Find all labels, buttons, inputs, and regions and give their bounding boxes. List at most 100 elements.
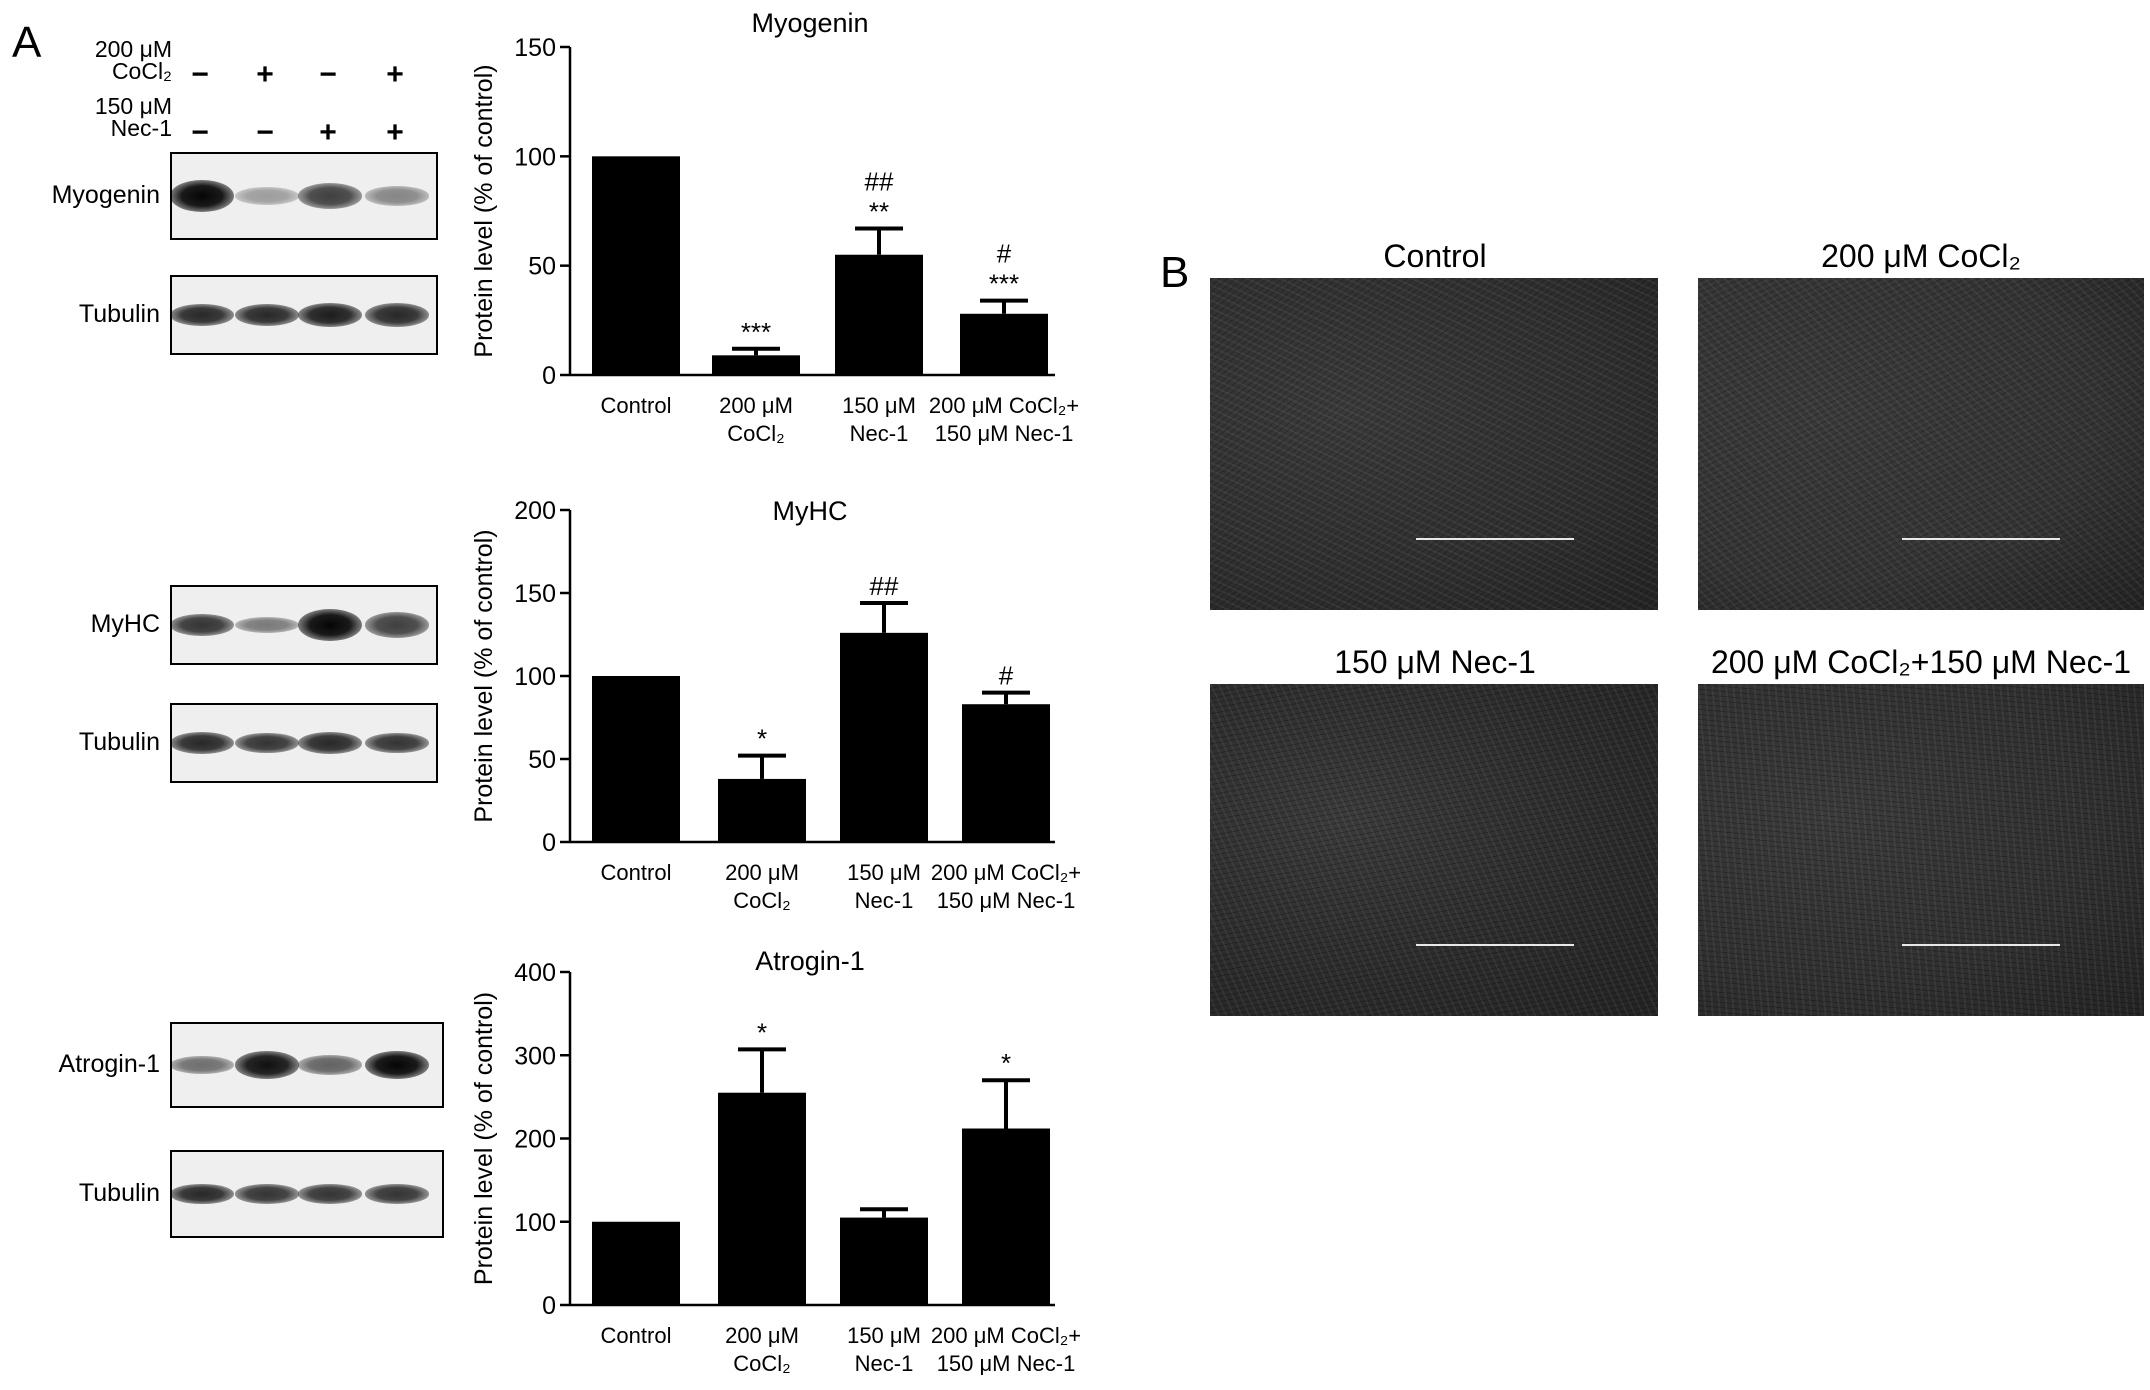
micrograph	[1210, 684, 1658, 1016]
bar-charts: Myogenin 0 50 100 150 Protein level (% of con…	[470, 8, 1081, 1376]
category-label: Nec-1	[855, 888, 914, 913]
blot-band	[365, 612, 429, 638]
y-tick-label: 0	[542, 362, 556, 390]
bar	[592, 676, 680, 842]
y-tick-label: 150	[514, 34, 556, 62]
treatment-sign: −	[319, 58, 337, 91]
micrograph	[1698, 278, 2144, 610]
blot-band	[172, 1056, 234, 1074]
bar	[835, 254, 923, 375]
y-tick-label: 200	[514, 497, 556, 525]
bar	[840, 1217, 928, 1305]
significance-mark: #	[997, 239, 1012, 269]
blot-label: Atrogin-1	[58, 1050, 160, 1078]
treatment-label: 200 μM CoCl₂	[40, 36, 172, 84]
category-label: 150 μM	[847, 1323, 921, 1348]
panel-a-letter: A	[12, 18, 42, 67]
blot-band	[298, 1184, 362, 1204]
blot-label: Tubulin	[78, 300, 160, 328]
micrograph	[1210, 278, 1658, 610]
treatment-sign: +	[319, 116, 337, 149]
y-tick-label: 200	[514, 1126, 556, 1154]
blot-box	[170, 703, 438, 783]
micrograph-title: Control	[1383, 238, 1487, 274]
category-label: CoCl₂	[733, 1351, 790, 1376]
blot-band	[235, 732, 299, 754]
treatment-agent: CoCl₂	[111, 58, 172, 84]
blot-band	[172, 731, 234, 755]
scale-bar	[1902, 944, 2060, 946]
blot-box	[170, 585, 438, 665]
blot-band	[365, 303, 429, 327]
blot-band	[298, 183, 362, 209]
category-label: 200 μM	[725, 860, 799, 885]
bar	[592, 156, 680, 375]
blot-band	[235, 617, 299, 633]
bar	[712, 355, 800, 375]
significance-mark: *	[757, 1017, 767, 1047]
treatment-sign: −	[191, 58, 209, 91]
treatment-dose: 200 μM	[94, 36, 172, 62]
significance-mark: *	[757, 724, 767, 754]
blot-box	[170, 1150, 444, 1238]
y-axis-label: Protein level (% of control)	[470, 64, 498, 357]
chart-title: MyHC	[773, 496, 848, 526]
blot-band	[172, 613, 234, 637]
significance-mark: #	[999, 661, 1014, 691]
y-tick-label: 0	[542, 1292, 556, 1320]
y-tick-label: 100	[514, 663, 556, 691]
category-label: 200 μM CoCl₂+	[931, 860, 1081, 885]
category-label: 200 μM CoCl₂+	[931, 1323, 1081, 1348]
y-tick-label: 50	[528, 746, 556, 774]
category-label: 150 μM	[842, 393, 916, 418]
category-label: 150 μM Nec-1	[935, 421, 1074, 446]
blot-band	[298, 609, 362, 641]
category-label: Nec-1	[850, 421, 909, 446]
treatment-dose: 150 μM	[94, 93, 172, 119]
blot-band	[365, 1184, 429, 1204]
category-label: 150 μM Nec-1	[937, 888, 1076, 913]
significance-mark: ***	[989, 269, 1019, 299]
category-label: 150 μM Nec-1	[937, 1351, 1076, 1376]
category-label: 150 μM	[847, 860, 921, 885]
blot-label: Tubulin	[78, 728, 160, 756]
significance-mark: ##	[865, 166, 894, 196]
micrograph-title: 200 μM CoCl₂+150 μM Nec-1	[1710, 644, 2132, 680]
significance-mark: ***	[741, 317, 771, 347]
treatment-sign: +	[256, 58, 274, 91]
significance-mark: **	[869, 196, 889, 226]
blot-band	[235, 303, 299, 327]
blot-band	[298, 303, 362, 327]
y-axis-label: Protein level (% of control)	[470, 529, 498, 822]
category-label: Control	[601, 393, 672, 418]
blot-band	[235, 187, 299, 205]
blot-band	[298, 1055, 362, 1075]
micrograph-title: 150 μM Nec-1	[1334, 644, 1536, 680]
bar	[962, 1128, 1050, 1305]
y-tick-label: 0	[542, 829, 556, 857]
y-tick-label: 300	[514, 1042, 556, 1070]
blot-band	[235, 1184, 299, 1204]
blot-box	[170, 152, 438, 240]
blot-band	[172, 180, 234, 212]
treatment-sign: −	[256, 116, 274, 149]
significance-mark: ##	[870, 571, 899, 601]
category-label: CoCl₂	[727, 421, 784, 446]
blot-box	[170, 275, 438, 355]
category-label: Nec-1	[855, 1351, 914, 1376]
y-tick-label: 50	[528, 253, 556, 281]
blot-band	[235, 1051, 299, 1079]
y-tick-label: 400	[514, 959, 556, 987]
y-tick-label: 100	[514, 143, 556, 171]
blot-band	[298, 731, 362, 755]
panel-b-letter: B	[1160, 248, 1190, 297]
y-axis-label: Protein level (% of control)	[470, 992, 498, 1285]
blot-band	[365, 186, 429, 206]
blot-label: MyHC	[90, 610, 160, 638]
blot-band	[365, 732, 429, 754]
treatment-sign: +	[386, 116, 404, 149]
category-label: 200 μM	[719, 393, 793, 418]
y-tick-label: 100	[514, 1209, 556, 1237]
blot-label: Tubulin	[78, 1179, 160, 1207]
bar	[592, 1221, 680, 1305]
